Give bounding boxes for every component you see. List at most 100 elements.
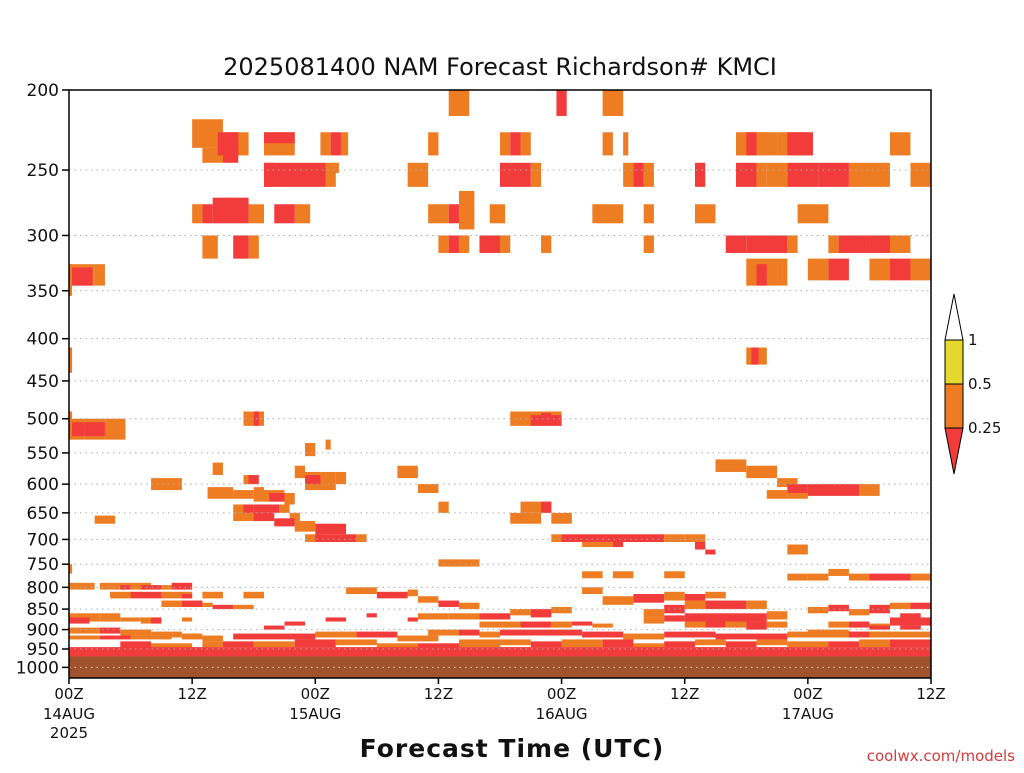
heatmap-cell	[458, 559, 480, 567]
colorbar-bin-below-0.25	[944, 427, 964, 475]
x-tick-label: 12Z	[916, 685, 945, 703]
heatmap-cell	[551, 534, 562, 542]
heatmap-cell	[705, 591, 726, 599]
heatmap-cell	[664, 631, 716, 638]
y-tick-label: 500	[27, 410, 59, 430]
heatmap-cell	[787, 641, 829, 648]
heatmap-cell	[289, 512, 300, 522]
heatmap-cell	[900, 625, 921, 630]
heatmap-cell	[479, 613, 511, 620]
y-tick-label: 600	[27, 475, 59, 495]
y-tick-label: 850	[27, 600, 59, 620]
credit-link[interactable]: coolwx.com/models	[867, 747, 1015, 765]
heatmap-cell	[325, 439, 331, 450]
heatmap-cell	[320, 132, 331, 156]
heatmap-cell	[602, 132, 613, 156]
heatmap-cell	[807, 484, 860, 496]
heatmap-cell	[746, 600, 767, 610]
heatmap-cell	[253, 487, 264, 502]
y-tick-label: 550	[27, 444, 59, 464]
heatmap-cell	[859, 639, 890, 648]
heatmap-cell	[602, 639, 634, 648]
heatmap-cell	[248, 204, 264, 224]
x-tick-label: 12Z	[670, 685, 699, 703]
heatmap-cell	[582, 587, 603, 595]
heatmap-cell	[530, 613, 552, 618]
y-tick-label: 350	[27, 282, 59, 302]
heatmap-cell	[541, 412, 552, 419]
heatmap-cell	[623, 132, 629, 156]
heatmap-cell	[69, 564, 73, 574]
heatmap-cell	[848, 631, 870, 638]
heatmap-cell	[664, 571, 685, 579]
heatmap-cell	[294, 521, 316, 532]
heatmap-cell	[305, 442, 316, 457]
heatmap-cell	[848, 162, 890, 187]
heatmap-cell	[561, 639, 603, 648]
heatmap-cell	[746, 621, 767, 628]
heatmap-cell	[222, 147, 239, 163]
heatmap-cell	[797, 204, 829, 224]
heatmap-cell	[705, 549, 716, 555]
heatmap-cell	[869, 258, 890, 281]
y-tick-label: 650	[27, 504, 59, 524]
plot-frame	[68, 89, 932, 679]
heatmap-cell	[458, 629, 480, 636]
heatmap-cell	[479, 621, 521, 628]
heatmap-cell	[500, 162, 531, 187]
y-axis: 200 250 300 350 400 450 500 550 600 650 700 750 8008…	[16, 81, 69, 678]
heatmap-cell	[807, 258, 829, 281]
heatmap-cell	[325, 617, 347, 622]
ground-fill	[69, 656, 931, 678]
heatmap-cell	[777, 478, 798, 488]
heatmap-cell	[130, 591, 162, 599]
heatmap-cell	[315, 631, 357, 638]
heatmap-cell	[551, 621, 572, 628]
heatmap-cell	[479, 235, 500, 253]
heatmap-cell	[736, 162, 757, 187]
heatmap-cell	[192, 204, 203, 224]
heatmap-cell	[202, 591, 223, 599]
heatmap-cell	[664, 591, 685, 601]
heatmap-cell	[207, 487, 234, 499]
heatmap-cell	[684, 621, 706, 628]
y-tick-label: 450	[27, 372, 59, 392]
heatmap-cell	[243, 591, 264, 599]
heatmap-cell	[869, 235, 890, 253]
heatmap-cell	[458, 639, 500, 648]
heatmap-cell	[725, 641, 757, 648]
heatmap-cell	[592, 204, 624, 224]
heatmap-cell	[94, 264, 105, 286]
heatmap-cell	[787, 162, 819, 187]
heatmap-cell	[448, 90, 470, 116]
x-tick-label: 00Z	[547, 685, 576, 703]
heatmap-cell	[777, 258, 788, 286]
heatmap-cell	[222, 641, 254, 648]
heatmap-cell	[582, 571, 603, 579]
heatmap-cell	[69, 617, 90, 624]
heatmap-cell	[376, 643, 418, 649]
heatmap-cell	[530, 162, 542, 187]
heatmap-cell	[828, 235, 839, 253]
heatmap-cell	[181, 594, 193, 599]
heatmap-cell	[294, 465, 306, 479]
heatmap-cell	[171, 582, 193, 590]
y-tick-label: 200	[27, 81, 59, 101]
heatmap-cell	[253, 512, 275, 522]
heatmap-cell	[284, 621, 306, 626]
heatmap-cell	[510, 609, 531, 616]
heatmap-cell	[130, 635, 172, 640]
heatmap-cell	[315, 523, 347, 535]
colorbar-bin-0.5-1	[944, 339, 964, 385]
heatmap-cell	[151, 631, 182, 638]
heatmap-cell	[848, 609, 870, 616]
heatmap-cell	[366, 613, 377, 618]
heatmap-cell	[161, 585, 172, 590]
heatmap-cell	[376, 591, 408, 599]
heatmap-cell	[684, 600, 706, 610]
heatmap-cell	[417, 643, 459, 649]
heatmap-cell	[694, 204, 716, 224]
heatmap-cell	[458, 190, 475, 230]
heatmap-cell	[72, 267, 93, 286]
heatmap-cell	[397, 635, 439, 642]
